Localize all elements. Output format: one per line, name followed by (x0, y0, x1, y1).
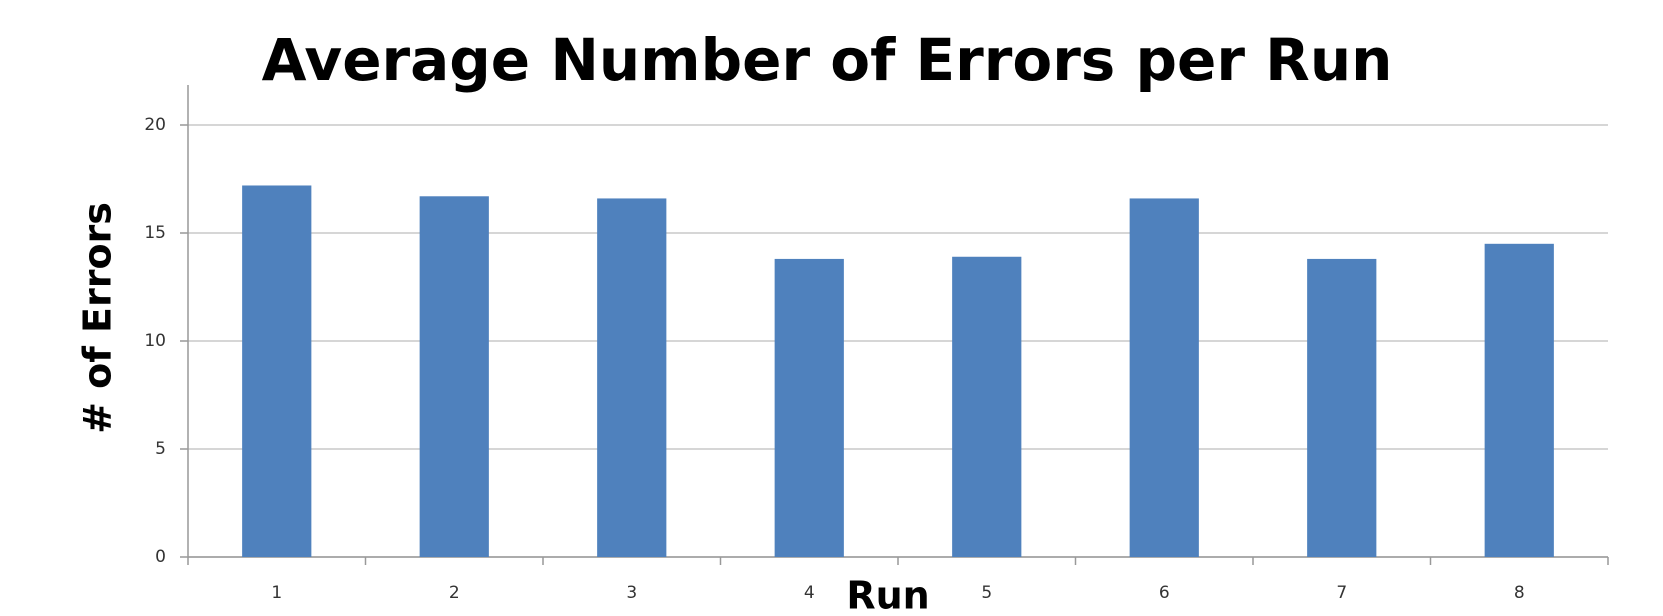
x-tick-label: 5 (981, 583, 992, 603)
y-tick-label: 10 (144, 331, 166, 351)
bar (774, 258, 844, 557)
y-tick-label: 20 (144, 115, 166, 135)
bar (1307, 258, 1377, 557)
y-tick-label: 15 (144, 223, 166, 243)
x-tick-label: 7 (1336, 583, 1347, 603)
bar (952, 256, 1022, 557)
x-tick-label: 4 (804, 583, 815, 603)
y-tick-label: 0 (155, 547, 166, 567)
x-tick-label: 3 (626, 583, 637, 603)
bar (1484, 243, 1554, 558)
y-axis-label: # of Errors (76, 202, 120, 434)
chart-title: Average Number of Errors per Run (262, 26, 1393, 94)
x-axis-label: Run (846, 574, 929, 616)
x-tick-label: 6 (1159, 583, 1170, 603)
x-tick-label: 1 (271, 583, 282, 603)
bar (242, 185, 312, 558)
y-tick-label: 5 (155, 439, 166, 459)
x-tick-label: 2 (449, 583, 460, 603)
bar (597, 198, 667, 557)
x-tick-label: 8 (1514, 583, 1525, 603)
bar (419, 196, 489, 557)
bar (1129, 198, 1199, 557)
